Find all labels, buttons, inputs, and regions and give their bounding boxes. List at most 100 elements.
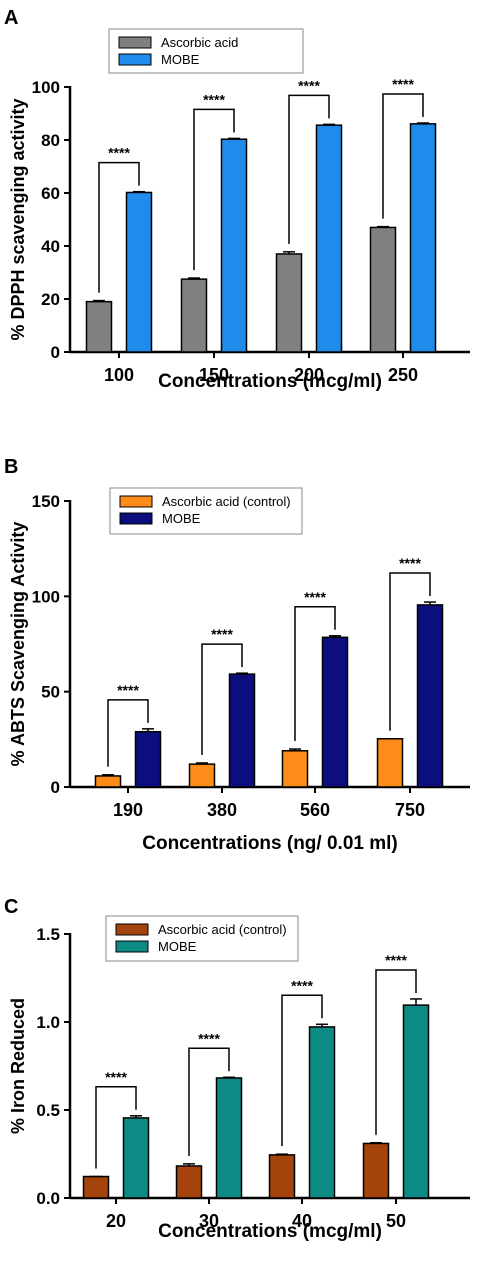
- legend-label: MOBE: [162, 511, 201, 526]
- legend-swatch: [118, 36, 152, 49]
- x-tick-label: 100: [104, 365, 134, 385]
- x-tick-label: 150: [199, 365, 229, 385]
- legend-swatch: [118, 53, 152, 66]
- x-tick-label: 560: [300, 800, 330, 820]
- significance-bracket: [107, 699, 149, 767]
- bar: [321, 636, 349, 788]
- bar: [376, 738, 404, 788]
- legend-label: Ascorbic acid (control): [162, 494, 291, 509]
- bar: [416, 604, 444, 788]
- significance-bracket: [382, 93, 424, 219]
- significance-label: ****: [105, 1069, 127, 1085]
- significance-label: ****: [399, 555, 421, 571]
- legend-swatch: [115, 923, 149, 936]
- panel-a: A 0 20 40 60 80 100 100 **** 150 **** 200 **** 250 ***…: [4, 7, 470, 392]
- significance-bracket: [95, 1086, 137, 1169]
- significance-bracket: [281, 994, 323, 1147]
- y-tick-label: 150: [32, 492, 60, 511]
- bar: [215, 1077, 243, 1199]
- panel-c: C 0.0 0.5 1.0 1.5 20 **** 30 **** 40 **** 50 **** Con…: [4, 896, 470, 1242]
- bar: [188, 763, 216, 788]
- bar: [82, 1175, 110, 1199]
- y-tick-label: 100: [32, 78, 60, 97]
- x-tick-label: 250: [388, 365, 418, 385]
- x-tick-label: 30: [199, 1211, 219, 1231]
- bar: [362, 1142, 390, 1199]
- y-tick-label: 1.0: [36, 1013, 60, 1032]
- significance-bracket: [389, 572, 431, 731]
- x-tick-label: 750: [395, 800, 425, 820]
- legend-label: MOBE: [161, 52, 200, 67]
- significance-bracket: [98, 161, 140, 293]
- x-tick-label: 40: [292, 1211, 312, 1231]
- bar: [308, 1026, 336, 1199]
- y-tick-label: 60: [41, 184, 60, 203]
- significance-bracket: [288, 94, 330, 244]
- significance-label: ****: [304, 589, 326, 605]
- y-tick-label: 0.5: [36, 1101, 60, 1120]
- y-tick-label: 20: [41, 290, 60, 309]
- legend-swatch: [119, 512, 153, 525]
- panel-letter: C: [4, 896, 18, 918]
- y-tick-label: 80: [41, 131, 60, 150]
- significance-label: ****: [392, 76, 414, 92]
- y-axis-label: % ABTS Scavenging Activity: [8, 522, 28, 767]
- significance-label: ****: [385, 952, 407, 968]
- bar: [268, 1154, 296, 1199]
- x-tick-label: 20: [106, 1211, 126, 1231]
- x-axis-label: Concentrations (mcg/ml): [158, 1221, 382, 1242]
- legend-label: Ascorbic acid (control): [158, 922, 287, 937]
- panel-letter: A: [4, 7, 18, 29]
- y-tick-label: 0.0: [36, 1189, 60, 1208]
- bar: [85, 300, 113, 353]
- significance-label: ****: [108, 145, 130, 161]
- y-tick-label: 50: [41, 683, 60, 702]
- bar: [134, 730, 162, 788]
- bar: [275, 253, 303, 353]
- y-axis-label: % DPPH scavenging activity: [8, 98, 28, 340]
- significance-bracket: [193, 108, 235, 271]
- y-tick-label: 1.5: [36, 925, 60, 944]
- y-axis-label: % Iron Reduced: [8, 998, 28, 1134]
- y-tick-label: 40: [41, 237, 60, 256]
- bar: [175, 1165, 203, 1199]
- legend-label: Ascorbic acid: [161, 35, 238, 50]
- legend-label: MOBE: [158, 939, 197, 954]
- x-tick-label: 50: [386, 1211, 406, 1231]
- significance-label: ****: [298, 77, 320, 93]
- bar: [228, 673, 256, 788]
- bar: [220, 138, 248, 353]
- legend-box: [108, 28, 304, 74]
- significance-label: ****: [291, 977, 313, 993]
- bar: [315, 124, 343, 353]
- legend-swatch: [119, 495, 153, 508]
- x-tick-label: 380: [207, 800, 237, 820]
- x-axis-label: Concentrations (mcg/ml): [158, 371, 382, 392]
- x-tick-label: 200: [294, 365, 324, 385]
- x-axis-label: Concentrations (ng/ 0.01 ml): [142, 833, 397, 854]
- bar: [125, 191, 153, 353]
- significance-bracket: [201, 643, 243, 755]
- significance-bracket: [294, 606, 336, 742]
- significance-label: ****: [211, 626, 233, 642]
- panel-b: B 0 50 100 150 190 **** 380 **** 560 **** 750 **** Co…: [4, 456, 470, 854]
- bar: [369, 226, 397, 353]
- bar: [180, 278, 208, 353]
- legend-swatch: [115, 940, 149, 953]
- significance-bracket: [375, 969, 417, 1135]
- y-tick-label: 0: [51, 778, 60, 797]
- bar: [402, 1004, 430, 1199]
- significance-label: ****: [203, 91, 225, 107]
- x-tick-label: 190: [113, 800, 143, 820]
- significance-label: ****: [117, 682, 139, 698]
- y-tick-label: 0: [51, 343, 60, 362]
- significance-bracket: [188, 1047, 230, 1156]
- y-tick-label: 100: [32, 587, 60, 606]
- bar: [122, 1117, 150, 1199]
- significance-label: ****: [198, 1030, 220, 1046]
- bar: [94, 775, 122, 788]
- panel-letter: B: [4, 456, 18, 478]
- bar: [409, 123, 437, 353]
- bar: [281, 750, 309, 788]
